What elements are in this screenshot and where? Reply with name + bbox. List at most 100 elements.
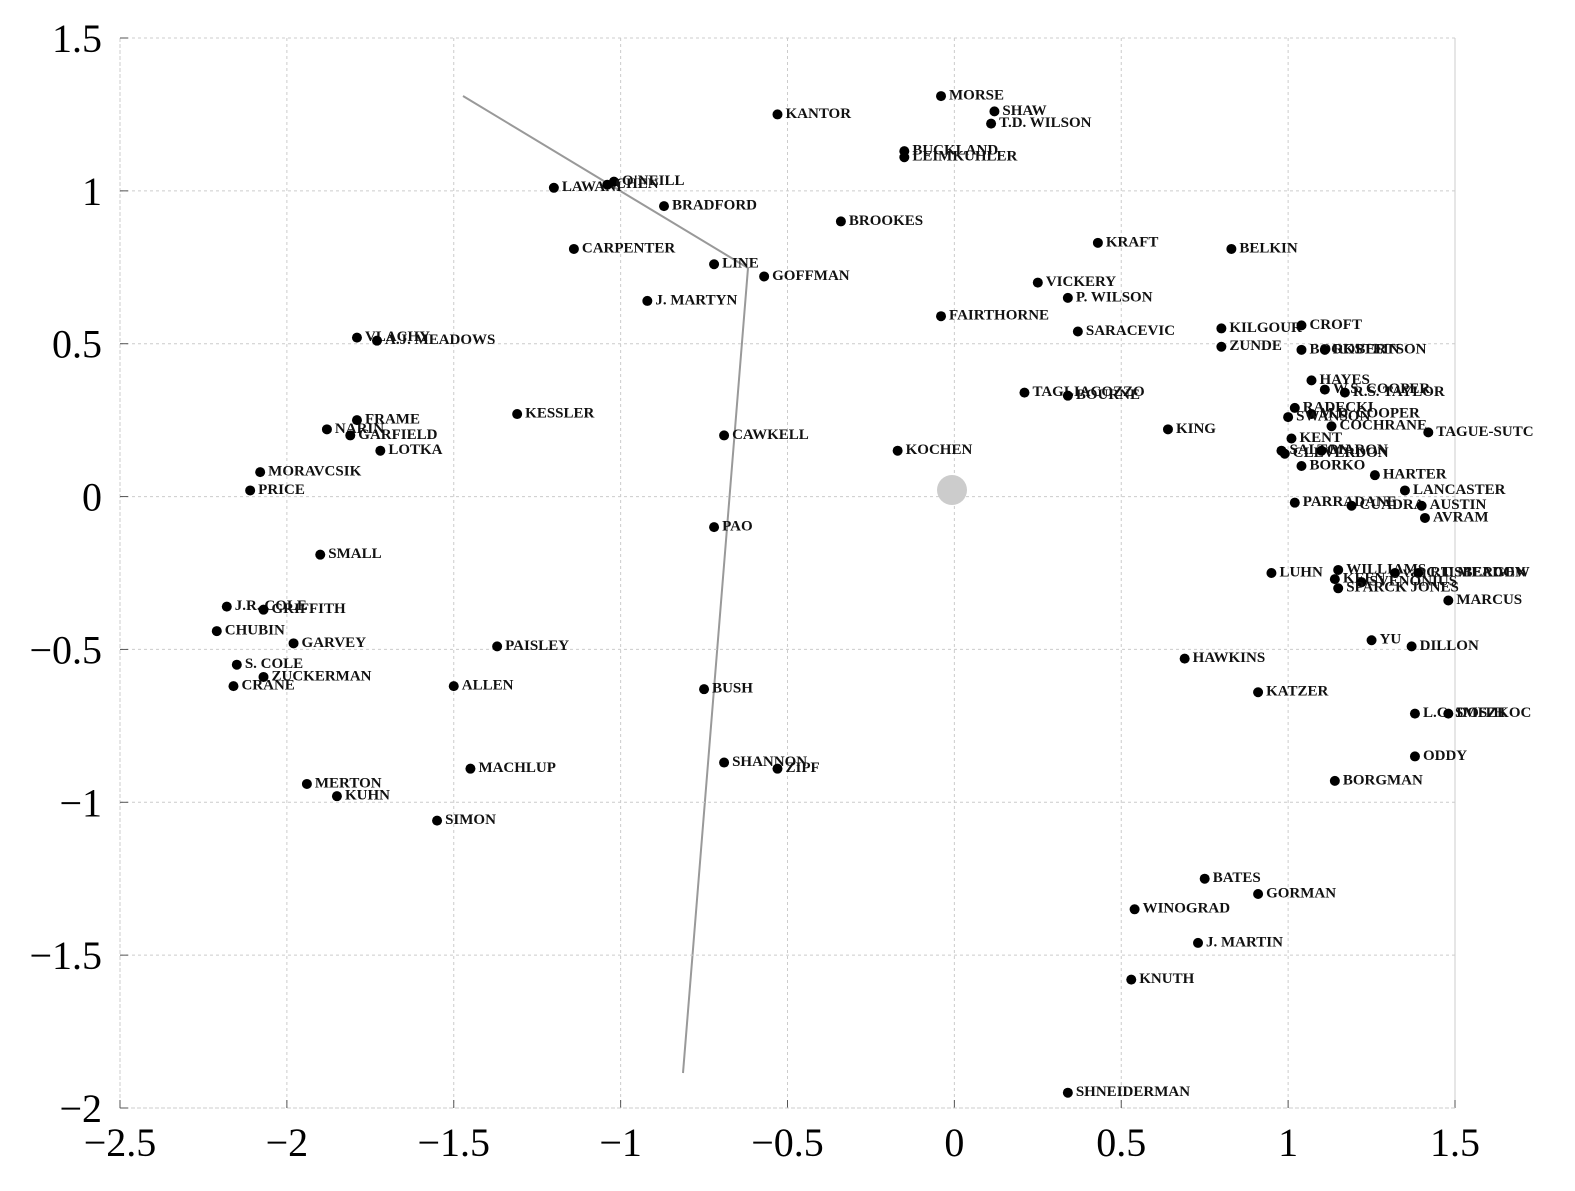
point [1443, 708, 1454, 719]
point [989, 106, 1000, 117]
point-label: KNUTH [1139, 971, 1194, 987]
point [228, 681, 239, 692]
point [1092, 237, 1103, 248]
x-tick-label: 1.5 [1430, 1120, 1480, 1165]
point-label: J.R. COLE [235, 598, 307, 614]
point [465, 763, 476, 774]
point-label: KRAFT [1106, 234, 1159, 250]
divider-line [462, 95, 750, 1074]
point-label: CHUBIN [225, 623, 285, 639]
point [1062, 1087, 1073, 1098]
point [1296, 320, 1307, 331]
y-tick-label: 0.5 [52, 322, 102, 367]
point-label: BOURNE [1076, 387, 1140, 403]
point [1296, 344, 1307, 355]
point [1253, 687, 1264, 698]
point-label: PRICE [258, 482, 305, 498]
point [288, 638, 299, 649]
point [1289, 402, 1300, 413]
point-label: FAIRTHORNE [949, 308, 1049, 324]
point-label: TAGUE-SUTC [1436, 424, 1533, 440]
point [351, 415, 362, 426]
y-tick-label: −2 [59, 1086, 102, 1131]
point-label: SARACEVIC [1086, 323, 1175, 339]
point [719, 430, 730, 441]
point-label: GORMAN [1266, 885, 1336, 901]
point [1129, 904, 1140, 915]
point [1019, 387, 1030, 398]
point-label: BORKO [1309, 457, 1365, 473]
point [1226, 243, 1237, 254]
point [1356, 577, 1367, 588]
point-label: SMALL [328, 546, 381, 562]
point-label: BUSH [712, 681, 753, 697]
point-label: GRIFFITH [272, 601, 347, 617]
point-label: MACHLUP [478, 760, 556, 776]
point [375, 445, 386, 456]
point [1253, 889, 1264, 899]
point [1062, 390, 1073, 401]
point-label: SVENONIUS [1370, 574, 1458, 590]
point-label: KING [1176, 421, 1216, 437]
x-tick-label: −2 [266, 1120, 309, 1165]
point [1266, 568, 1277, 578]
point-label: DILLON [1420, 638, 1479, 654]
point [899, 152, 910, 163]
point [1062, 292, 1073, 303]
point [1162, 424, 1173, 435]
point-label: CROFT [1309, 317, 1362, 333]
point [1289, 497, 1300, 508]
point [1319, 344, 1330, 355]
point [548, 182, 559, 193]
x-tick-label: 0.5 [1096, 1120, 1146, 1165]
point [1366, 635, 1377, 646]
point [986, 118, 997, 129]
point-label: KUHN [345, 788, 390, 804]
point-label: KATZER [1266, 684, 1328, 700]
point-label: PAISLEY [505, 638, 569, 654]
point-label: MERTON [315, 775, 382, 791]
x-tick-label: −2.5 [84, 1120, 157, 1165]
point [1126, 974, 1137, 985]
point [448, 681, 459, 692]
point-label: KENT [1299, 430, 1342, 446]
point-label: R.S. TAYLOR [1353, 384, 1445, 400]
point [1216, 341, 1227, 352]
point-label: HAWKINS [1193, 650, 1266, 666]
point [1339, 387, 1350, 398]
x-tick-label: −1 [599, 1120, 642, 1165]
point-label: LEIMKUHLER [912, 149, 1017, 165]
point [1326, 421, 1337, 432]
point [892, 445, 903, 456]
point-label: KESSLER [525, 405, 594, 421]
point [759, 271, 770, 282]
point-label: LOTKA [388, 442, 442, 458]
point-label: P. WILSON [1076, 289, 1153, 305]
point [1179, 653, 1190, 664]
point-label: MORSE [949, 88, 1004, 104]
point-label: M.D. COOPER [1319, 405, 1420, 421]
point-label: VICKERY [1046, 274, 1116, 290]
x-tick-label: 0 [944, 1120, 964, 1165]
point [1329, 775, 1340, 786]
point [1199, 873, 1210, 884]
point-label: COCHRANE [1340, 418, 1428, 434]
point [936, 311, 947, 322]
point-label: ZIPF [785, 760, 819, 776]
point-label: BROOKES [849, 213, 923, 229]
point-label: GARFIELD [358, 427, 437, 443]
point [231, 659, 242, 670]
point-label: BUCKLAND [912, 143, 998, 159]
point [1316, 445, 1327, 456]
point [492, 641, 503, 652]
point [568, 243, 579, 254]
point [772, 109, 783, 120]
point-label: RADECKI [1303, 399, 1374, 415]
point [315, 549, 326, 560]
point [1399, 485, 1410, 496]
point [709, 522, 720, 533]
point [659, 201, 670, 212]
point-label: CARPENTER [582, 240, 676, 256]
origin-marker [937, 475, 967, 505]
point-label: ROBERTSON [1333, 341, 1427, 357]
